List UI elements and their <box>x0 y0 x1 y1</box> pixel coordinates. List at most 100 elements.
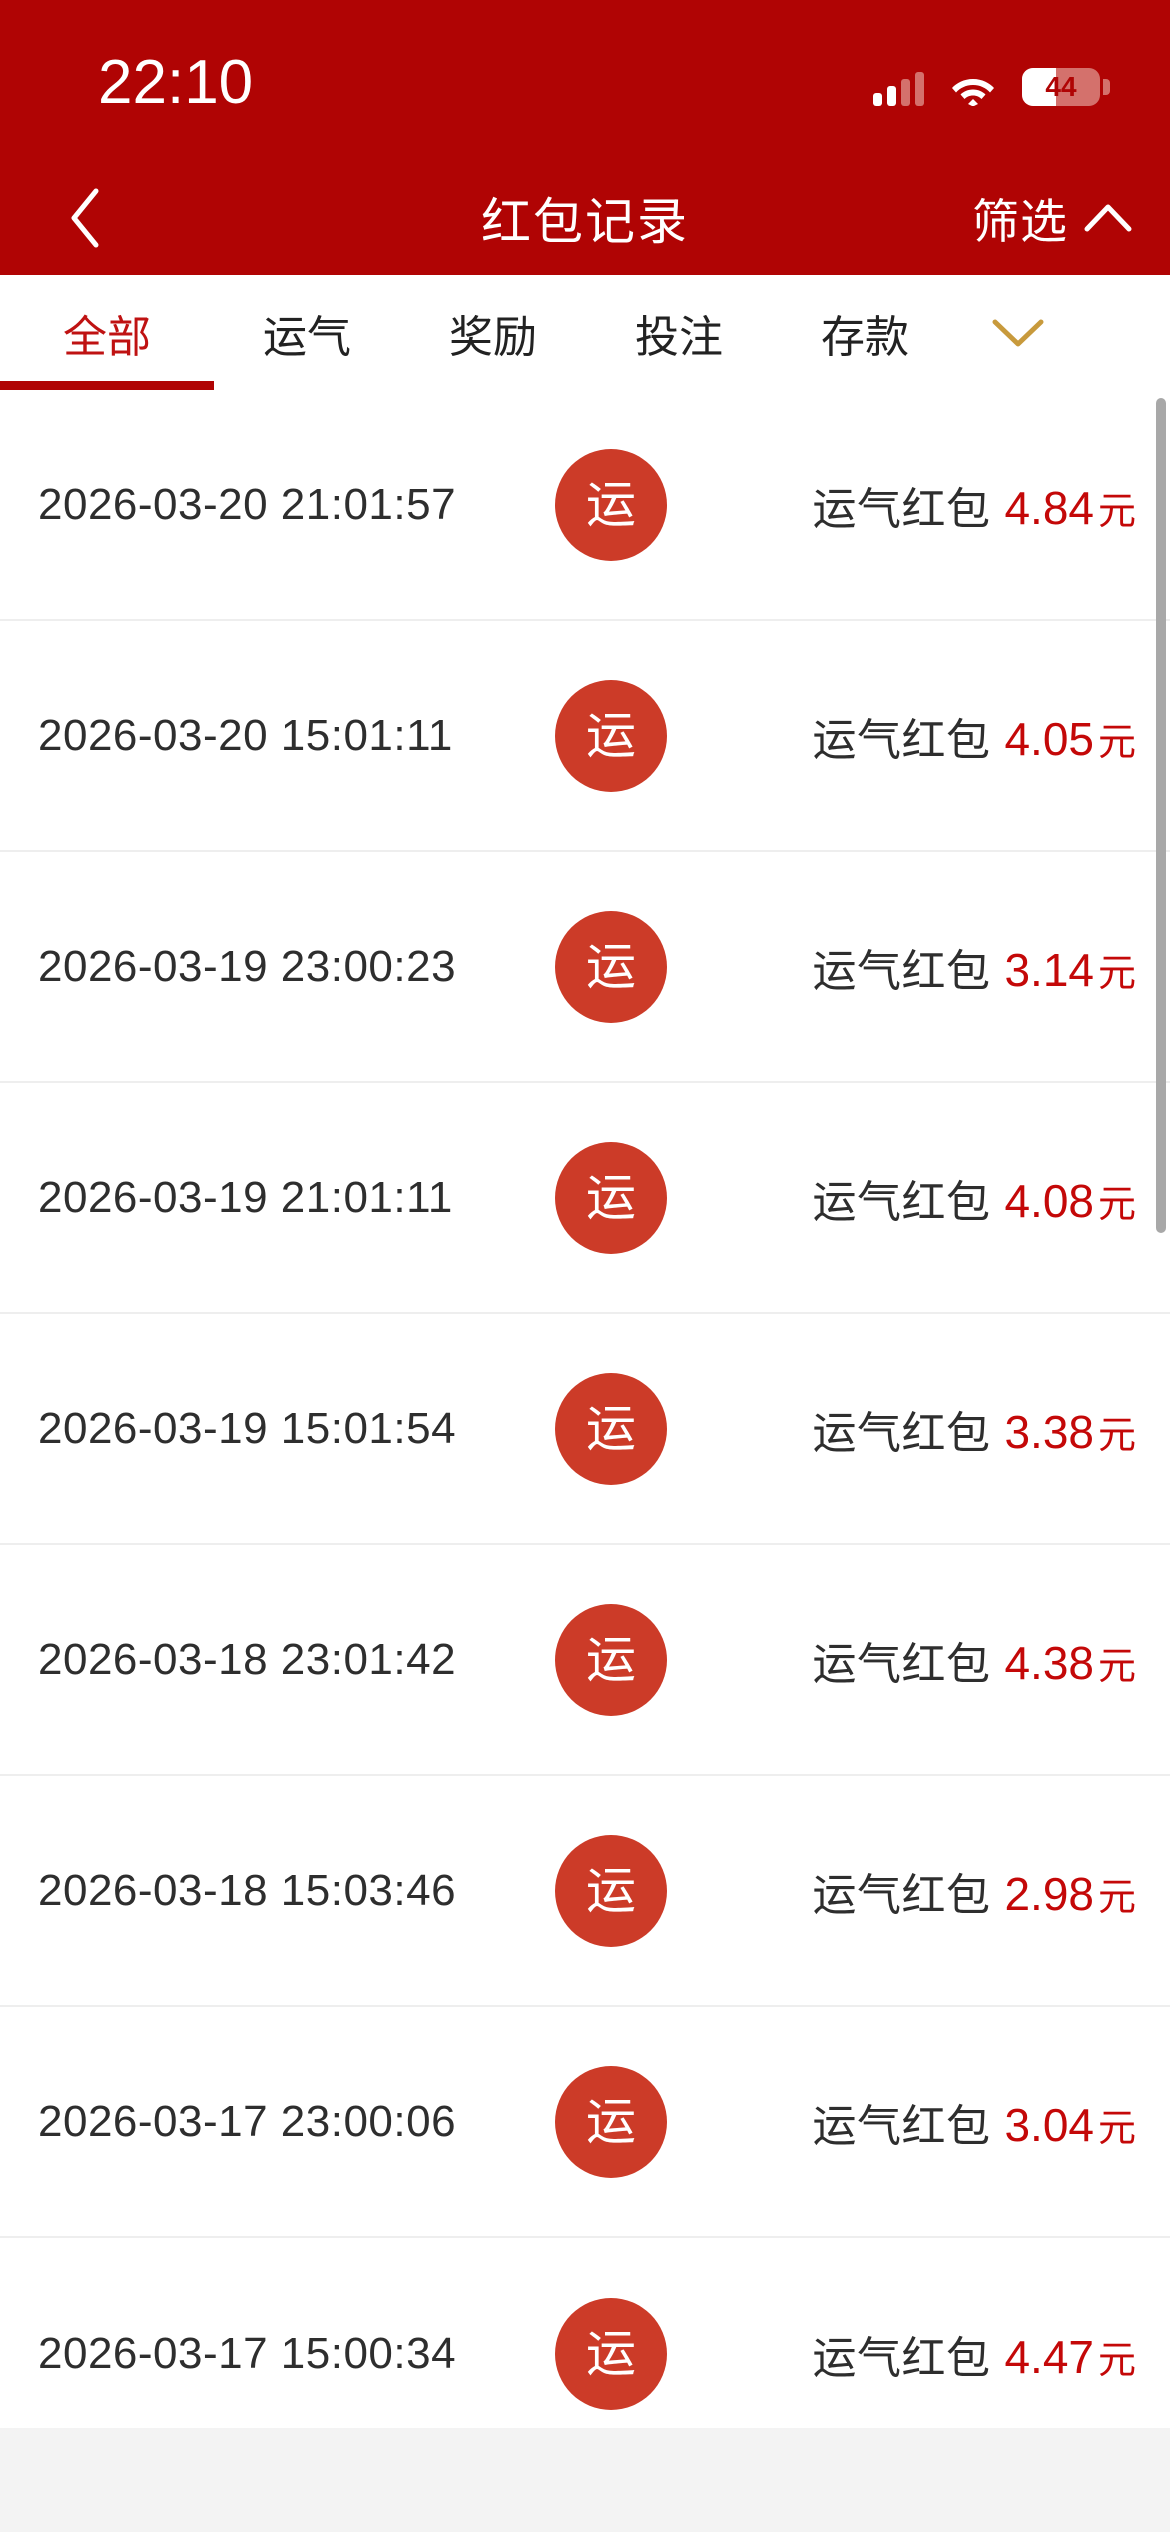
record-timestamp: 2026-03-19 21:01:11 <box>38 1172 453 1222</box>
record-amount-unit: 元 <box>1097 2107 1136 2150</box>
status-bar-indicators: 44 <box>873 68 1110 106</box>
luck-packet-badge-icon: 运 <box>555 2297 667 2410</box>
record-row[interactable]: 2026-03-17 15:00:34 运 运气红包 4.47 元 <box>0 2238 1170 2469</box>
page-title: 红包记录 <box>481 193 689 250</box>
luck-packet-badge-icon: 运 <box>555 910 667 1023</box>
record-type-label: 运气红包 <box>812 715 991 765</box>
record-amount-unit: 元 <box>1097 1183 1136 1226</box>
tab-all[interactable]: 全部 <box>0 275 214 390</box>
record-timestamp: 2026-03-17 15:00:34 <box>38 2328 457 2378</box>
record-timestamp: 2026-03-18 23:01:42 <box>38 1634 457 1684</box>
vertical-scrollbar[interactable] <box>1156 390 1166 2428</box>
record-amount-group: 运气红包 4.47 元 <box>812 2322 1136 2386</box>
badge-character: 运 <box>586 1169 636 1226</box>
record-type-label: 运气红包 <box>812 1639 991 1689</box>
bottom-spacer <box>0 2428 1170 2532</box>
record-type-label: 运气红包 <box>812 1870 991 1920</box>
record-amount-unit: 元 <box>1097 1645 1136 1688</box>
active-tab-indicator <box>0 381 214 390</box>
record-type-label: 运气红包 <box>812 2101 991 2151</box>
record-row[interactable]: 2026-03-18 15:03:46 运 运气红包 2.98 元 <box>0 1776 1170 2007</box>
luck-packet-badge-icon: 运 <box>555 1834 667 1947</box>
record-timestamp: 2026-03-19 23:00:23 <box>38 941 457 991</box>
tab-label: 运气 <box>263 312 351 362</box>
luck-packet-badge-icon: 运 <box>555 1603 667 1716</box>
battery-percent-label: 44 <box>1045 71 1077 102</box>
record-row[interactable]: 2026-03-20 15:01:11 运 运气红包 4.05 元 <box>0 621 1170 852</box>
tab-label: 全部 <box>63 312 151 362</box>
luck-packet-badge-icon: 运 <box>555 1141 667 1254</box>
luck-packet-badge-icon: 运 <box>555 448 667 561</box>
chevron-up-icon <box>1084 204 1132 231</box>
badge-character: 运 <box>586 2093 636 2150</box>
cellular-signal-icon <box>873 72 924 106</box>
filter-button[interactable]: 筛选 <box>972 160 1134 275</box>
scrollbar-thumb[interactable] <box>1156 398 1166 1233</box>
luck-packet-badge-icon: 运 <box>555 2065 667 2178</box>
record-amount-value: 4.84 <box>1004 481 1094 534</box>
record-row[interactable]: 2026-03-19 15:01:54 运 运气红包 3.38 元 <box>0 1314 1170 1545</box>
badge-character: 运 <box>586 1631 636 1688</box>
record-amount-group: 运气红包 3.38 元 <box>812 1397 1136 1461</box>
tab-reward[interactable]: 奖励 <box>400 275 586 390</box>
record-row[interactable]: 2026-03-19 23:00:23 运 运气红包 3.14 元 <box>0 852 1170 1083</box>
record-type-label: 运气红包 <box>812 1177 991 1227</box>
record-type-label: 运气红包 <box>812 1408 991 1458</box>
status-bar-clock: 22:10 <box>98 48 254 117</box>
back-button[interactable] <box>30 160 140 275</box>
record-amount-value: 4.38 <box>1004 1636 1094 1689</box>
record-timestamp: 2026-03-20 21:01:57 <box>38 479 457 529</box>
tab-deposit[interactable]: 存款 <box>772 275 958 390</box>
record-amount-value: 2.98 <box>1004 1867 1094 1920</box>
record-amount-group: 运气红包 3.04 元 <box>812 2090 1136 2154</box>
tab-bet[interactable]: 投注 <box>586 275 772 390</box>
tab-label: 奖励 <box>449 312 537 362</box>
expand-tabs-button[interactable] <box>958 275 1078 390</box>
luck-packet-badge-icon: 运 <box>555 679 667 792</box>
record-amount-value: 3.14 <box>1004 943 1094 996</box>
badge-character: 运 <box>586 476 636 533</box>
record-type-label: 运气红包 <box>812 946 991 996</box>
luck-packet-badge-icon: 运 <box>555 1372 667 1485</box>
record-timestamp: 2026-03-20 15:01:11 <box>38 710 453 760</box>
record-amount-unit: 元 <box>1097 1876 1136 1919</box>
tab-label: 投注 <box>635 312 723 362</box>
record-amount-value: 4.08 <box>1004 1174 1094 1227</box>
tab-label: 存款 <box>821 312 909 362</box>
record-timestamp: 2026-03-17 23:00:06 <box>38 2096 457 2146</box>
record-amount-group: 运气红包 4.05 元 <box>812 704 1136 768</box>
record-amount-group: 运气红包 4.38 元 <box>812 1628 1136 1692</box>
record-amount-unit: 元 <box>1097 490 1136 533</box>
category-tab-bar: 全部 运气 奖励 投注 存款 <box>0 275 1170 390</box>
record-amount-value: 3.04 <box>1004 2098 1094 2151</box>
record-row[interactable]: 2026-03-18 23:01:42 运 运气红包 4.38 元 <box>0 1545 1170 1776</box>
record-amount-unit: 元 <box>1097 721 1136 764</box>
record-type-label: 运气红包 <box>812 2333 991 2383</box>
record-amount-group: 运气红包 4.08 元 <box>812 1166 1136 1230</box>
record-amount-unit: 元 <box>1097 1414 1136 1457</box>
record-list[interactable]: 2026-03-20 21:01:57 运运气红包 4.84 元 2026-03-20 … <box>0 390 1170 2469</box>
record-type-label: 运气红包 <box>812 484 991 534</box>
chevron-down-icon <box>992 319 1044 346</box>
record-timestamp: 2026-03-19 15:01:54 <box>38 1403 457 1453</box>
chevron-left-icon <box>71 188 99 247</box>
record-timestamp: 2026-03-18 15:03:46 <box>38 1865 457 1915</box>
record-amount-value: 4.47 <box>1004 2330 1094 2383</box>
filter-label: 筛选 <box>972 195 1068 248</box>
record-row[interactable]: 2026-03-20 21:01:57 运 运气红包 4.84 元 <box>0 390 1170 621</box>
record-amount-value: 3.38 <box>1004 1405 1094 1458</box>
battery-icon: 44 <box>1022 68 1110 106</box>
badge-character: 运 <box>586 938 636 995</box>
tab-luck[interactable]: 运气 <box>214 275 400 390</box>
badge-character: 运 <box>586 2325 636 2382</box>
status-bar: 22:10 44 <box>0 0 1170 160</box>
badge-character: 运 <box>586 1862 636 1919</box>
record-amount-group: 运气红包 3.14 元 <box>812 935 1136 999</box>
record-row[interactable]: 2026-03-19 21:01:11 运 运气红包 4.08 元 <box>0 1083 1170 1314</box>
wifi-icon <box>950 72 996 106</box>
record-amount-unit: 元 <box>1097 2339 1136 2382</box>
record-amount-unit: 元 <box>1097 952 1136 995</box>
record-row[interactable]: 2026-03-17 23:00:06 运 运气红包 3.04 元 <box>0 2007 1170 2238</box>
record-amount-group: 运气红包 2.98 元 <box>812 1859 1136 1923</box>
